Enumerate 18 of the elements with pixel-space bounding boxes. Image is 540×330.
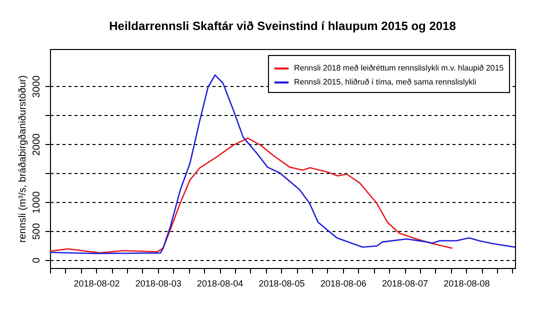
y-tick-label: 3000 <box>32 75 42 98</box>
x-tick-label: 2018-08-03 <box>135 278 182 288</box>
line-series <box>50 74 515 254</box>
y-tick-label: 1000 <box>32 190 42 214</box>
x-tick-label: 2018-08-06 <box>320 278 366 288</box>
y-tick-label: 2000 <box>32 132 42 156</box>
x-tick-label: 2018-08-08 <box>444 278 490 288</box>
x-tick-label: 2018-08-07 <box>382 278 428 288</box>
y-axis-title: rennsli (m³/s, bráðabirgðaniðurstöður) <box>18 75 28 243</box>
legend-label: Rennsli 2018 með leiðréttum rennslislykli m.v. hlaupið 2015 <box>294 64 504 72</box>
y-tick-label: 500 <box>32 222 42 240</box>
chart-title: Heildarrennsli Skaftár við Sveinstind í hlaupum 2015 og 2018 <box>109 19 456 33</box>
y-tick-label: 0 <box>32 257 42 264</box>
x-tick-label: 2018-08-04 <box>197 278 244 288</box>
x-tick-label: 2018-08-02 <box>74 278 120 288</box>
line-series <box>50 138 454 254</box>
legend-label: Rennsli 2015, hliðruð í tíma, með sama rennslislykli <box>294 78 477 86</box>
x-tick-label: 2018-08-05 <box>258 278 305 288</box>
